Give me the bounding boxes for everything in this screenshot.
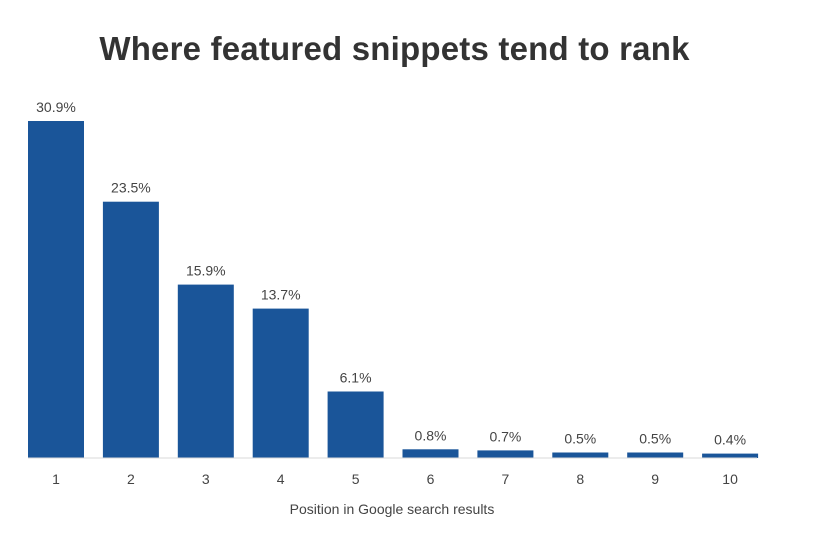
x-tick-label-8: 8 (576, 471, 584, 487)
bar-position-10 (702, 453, 759, 458)
x-tick-label-3: 3 (202, 471, 210, 487)
bar-position-2 (102, 201, 159, 458)
bars-layer (28, 121, 759, 458)
bar-position-9 (627, 452, 684, 458)
data-labels-layer: 30.9% 23.5% 15.9% 13.7% 6.1% 0.8% 0.7% 0.5% 0.5%… (36, 99, 746, 448)
data-label-position-6: 0.8% (415, 427, 447, 443)
data-label-position-3: 15.9% (186, 263, 226, 279)
data-label-position-4: 13.7% (261, 287, 301, 303)
bar-position-5 (327, 391, 384, 458)
x-tick-label-9: 9 (651, 471, 659, 487)
bar-position-6 (402, 449, 459, 458)
data-label-position-8: 0.5% (564, 431, 596, 447)
x-tick-label-4: 4 (277, 471, 285, 487)
data-label-position-1: 30.9% (36, 99, 76, 115)
chart-title: Where featured snippets tend to rank (99, 30, 690, 67)
x-axis-label: Position in Google search results (290, 501, 495, 517)
bar-position-7 (477, 450, 534, 458)
data-label-position-7: 0.7% (489, 428, 521, 444)
x-tick-label-6: 6 (427, 471, 435, 487)
x-tick-label-10: 10 (722, 471, 738, 487)
data-label-position-5: 6.1% (340, 370, 372, 386)
x-tick-label-1: 1 (52, 471, 60, 487)
bar-position-8 (552, 452, 609, 458)
x-tick-labels-layer: 1 2 3 4 5 6 7 8 9 10 (52, 471, 738, 487)
bar-position-4 (252, 308, 309, 458)
data-label-position-9: 0.5% (639, 431, 671, 447)
data-label-position-10: 0.4% (714, 432, 746, 448)
x-tick-label-7: 7 (502, 471, 510, 487)
bar-position-1 (28, 121, 84, 458)
x-tick-label-2: 2 (127, 471, 135, 487)
data-label-position-2: 23.5% (111, 180, 151, 196)
bar-position-3 (177, 284, 234, 458)
x-tick-label-5: 5 (352, 471, 360, 487)
